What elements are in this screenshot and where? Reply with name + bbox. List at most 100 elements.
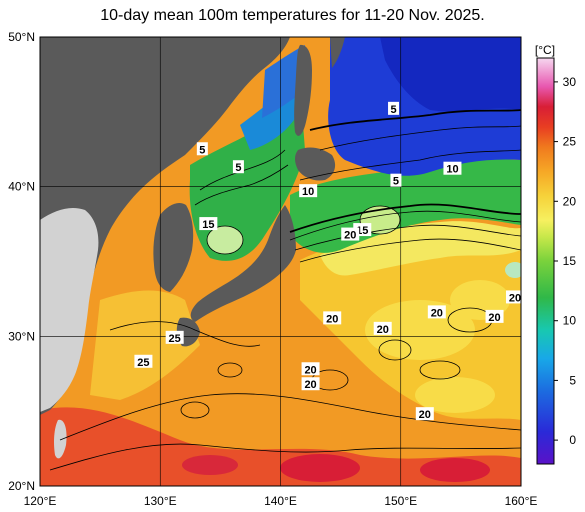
contour-label-box [323, 311, 342, 325]
contour-label-box [341, 227, 360, 241]
contour-label-text: 5 [199, 144, 205, 156]
isotherm-line [180, 401, 210, 419]
contour-label: 5 [388, 101, 400, 116]
lat-tick-label: 50°N [8, 30, 35, 44]
ocean-eddy-east [505, 262, 521, 278]
contour-label-box [196, 142, 208, 156]
land-sakhalin [294, 44, 312, 136]
axis-labels: 120°E 130°E 140°E 150°E 160°E 50°N 40°N 30°N 20°… [8, 30, 537, 508]
contour-label-text: 15 [202, 219, 214, 231]
sea-eddy [207, 226, 243, 254]
isotherm-line [299, 238, 521, 263]
graticule [40, 37, 521, 486]
isotherm-line [109, 321, 261, 347]
colorbar-ticks: 30 25 20 15 10 5 0 [554, 75, 576, 447]
map-frame [39, 36, 522, 487]
contour-label-text: 20 [419, 409, 431, 421]
contour-label-box [134, 354, 153, 368]
contour-label-box [299, 184, 318, 198]
contour-label: 20 [427, 305, 446, 319]
front-line [289, 203, 521, 233]
contour-label-box [199, 217, 218, 231]
lon-tick-label: 160°E [505, 494, 538, 508]
front-line [309, 109, 521, 131]
contour-label-box [443, 161, 462, 175]
contour-label-text: 20 [431, 307, 443, 319]
lat-tick-label: 40°N [8, 180, 35, 194]
colorbar-tick-label: 25 [563, 135, 577, 149]
colorbar-unit: [°C] [535, 43, 555, 57]
ocean-hotspot-1 [280, 454, 360, 482]
contour-label: 20 [373, 321, 392, 336]
isotherm-line [294, 224, 521, 251]
front-lines [289, 109, 521, 233]
contour-label-box [485, 309, 504, 323]
contour-label-text: 20 [509, 292, 521, 304]
contour-label: 25 [134, 354, 153, 369]
contour-label: 5 [196, 142, 208, 156]
contour-label: 20 [505, 290, 521, 304]
colorbar-tick-label: 10 [563, 314, 577, 328]
contour-label-text: 10 [302, 186, 314, 198]
map-title: 10-day mean 100m temperatures for 11-20 … [100, 7, 485, 24]
contour-label-box [301, 377, 320, 391]
contour-label: 10 [299, 184, 318, 198]
isotherm-lines [49, 125, 521, 471]
contour-label-text: 10 [446, 164, 458, 176]
isotherm-line [194, 164, 289, 206]
land-china-light [40, 208, 99, 412]
colorbar-tick-label: 15 [563, 254, 577, 268]
ocean-yellow-patch-1 [365, 300, 475, 360]
contour-label: 5 [232, 160, 244, 174]
contour-label-text: 5 [235, 162, 241, 174]
contour-label-text: 25 [137, 357, 149, 369]
land-asia [40, 37, 290, 415]
isotherm-line [378, 339, 412, 361]
lat-tick-label: 20°N [8, 479, 35, 493]
tatar-strait [262, 45, 305, 118]
contour-label-text: 20 [377, 324, 389, 336]
contour-label-box [301, 362, 320, 376]
contour-label-text: 25 [169, 333, 181, 345]
land-honshu [190, 205, 296, 322]
contour-label-box [390, 173, 402, 187]
colorbar: [°C] 30 25 20 15 10 5 0 [535, 43, 576, 465]
contour-label: 20 [485, 309, 504, 324]
ocean-blue-deep [380, 37, 521, 112]
contour-label: 20 [301, 377, 320, 391]
contour-label-text: 5 [393, 176, 399, 188]
land-north-tip [330, 37, 345, 68]
land-taiwan [54, 419, 67, 459]
east-china-sea [90, 290, 200, 400]
contour-label-text: 20 [304, 364, 316, 376]
colorbar-tick-label: 30 [563, 75, 577, 89]
contour-label: 5 [390, 173, 402, 188]
contour-label: 20 [415, 407, 434, 421]
land-korea [153, 203, 194, 292]
ocean-yellow-patch-3 [415, 377, 495, 413]
isotherm-line [206, 225, 244, 255]
colorbar-tick-label: 5 [569, 373, 576, 387]
isotherm-line [319, 125, 521, 151]
contour-label: 20 [323, 311, 342, 325]
contour-label-text: 20 [344, 230, 356, 242]
isotherm-line [289, 210, 521, 241]
lat-tick-label: 30°N [8, 329, 35, 343]
contour-label-text: 20 [326, 313, 338, 325]
colorbar-tick-label: 20 [563, 194, 577, 208]
isotherm-line [199, 149, 286, 191]
contour-label: 10 [443, 161, 462, 176]
isotherm-line [299, 149, 521, 181]
isotherm-line [419, 360, 461, 380]
isotherm-line [59, 393, 521, 441]
contour-label-box [388, 101, 400, 115]
contour-label-text: 20 [488, 312, 500, 324]
contour-label-box [427, 305, 446, 319]
isotherm-line [217, 362, 243, 378]
contour-label-box [165, 330, 184, 344]
isotherm-line [359, 205, 401, 235]
lon-tick-label: 120°E [24, 494, 57, 508]
